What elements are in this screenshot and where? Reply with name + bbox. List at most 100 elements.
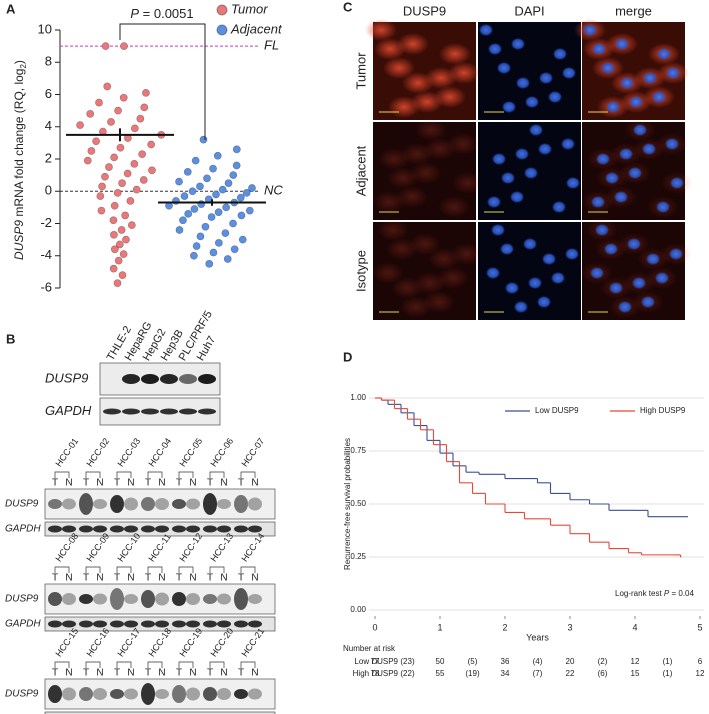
blot-band [248, 497, 262, 511]
nucleus-stain [592, 43, 606, 55]
sample-label: HCC-03 [115, 436, 142, 468]
y-label-part: DUSP9 [12, 220, 26, 260]
lane-bracket [116, 661, 132, 668]
lane-label: N [189, 668, 196, 679]
risk-count: (6) [598, 669, 608, 678]
sample-label: HCC-01 [53, 436, 80, 468]
lane-label: T [83, 668, 89, 679]
blot-band [172, 620, 186, 628]
blot-band [172, 685, 186, 703]
cytoplasm-stain [383, 57, 415, 79]
data-point [201, 222, 210, 231]
nucleus-stain [539, 72, 553, 84]
cytoplasm-stain [438, 196, 470, 218]
lane-bracket [178, 566, 194, 573]
p-value-part: = 0.0051 [139, 6, 194, 21]
lane-bracket [147, 661, 163, 668]
nucleus-stain [500, 243, 514, 255]
risk-count: (23) [400, 657, 415, 666]
data-point [96, 192, 105, 200]
blot-band [110, 525, 124, 533]
data-point [110, 245, 119, 254]
blot-row-label: GAPDH [5, 524, 41, 535]
data-point [175, 177, 183, 186]
nucleus-stain [605, 172, 619, 184]
nucleus-stain [629, 96, 643, 108]
row-header: Adjacent [353, 145, 368, 196]
x-tick-label: 1 [437, 622, 442, 632]
blot-band [203, 620, 217, 628]
x-tick-label: 4 [632, 622, 637, 632]
x-tick-label: 0 [372, 622, 377, 632]
blot-band [141, 620, 155, 628]
y-label-part: ) [12, 60, 26, 64]
blot-band [172, 499, 186, 509]
blot-band [124, 688, 138, 700]
data-point [242, 188, 251, 197]
cytoplasm-stain [447, 133, 479, 155]
blot-band [93, 499, 107, 509]
blot-band [79, 620, 93, 628]
data-point [248, 184, 256, 192]
data-point [196, 232, 205, 241]
nucleus-stain [525, 96, 539, 108]
lane-label: T [83, 573, 89, 584]
data-point [117, 226, 126, 234]
risk-count: (2) [598, 657, 608, 666]
nucleus-stain [552, 201, 566, 213]
lane-label: T [238, 668, 244, 679]
blot-band [110, 588, 124, 610]
lane-bracket [54, 566, 70, 573]
y-tick-label: 10 [38, 21, 52, 36]
blot-band [141, 497, 155, 511]
cytoplasm-stain [437, 267, 469, 289]
annotation-part: Log-rank test [615, 589, 664, 598]
lane-bracket [54, 661, 70, 668]
lane-label: T [207, 668, 213, 679]
nucleus-stain [561, 138, 575, 150]
nucleus-stain [604, 243, 618, 255]
data-point [184, 209, 193, 218]
blot-band [93, 593, 107, 605]
data-point [101, 172, 109, 181]
nucleus-stain [620, 77, 634, 89]
data-point [188, 187, 197, 196]
data-point [229, 171, 238, 180]
nucleus-stain [565, 248, 579, 260]
risk-count: (4) [533, 657, 543, 666]
blot-band [186, 620, 200, 628]
blot-band [155, 525, 169, 533]
nucleus-stain [524, 167, 538, 179]
data-point [127, 221, 136, 230]
data-point [130, 159, 139, 168]
data-point [205, 259, 214, 268]
nucleus-stain [538, 143, 552, 155]
nucleus-stain [515, 148, 529, 160]
column-header: DUSP9 [403, 3, 446, 18]
data-point [180, 192, 189, 200]
lane-label: N [251, 478, 258, 489]
risk-row-name: High DUSP9 [353, 669, 399, 678]
annotation-part: = 0.04 [669, 589, 694, 598]
risk-count: 12 [631, 657, 640, 666]
nucleus-stain [488, 43, 502, 55]
nucleus-stain [510, 191, 524, 203]
data-point [83, 156, 92, 165]
nucleus-stain [642, 143, 656, 155]
lane-bracket [116, 471, 132, 478]
data-point [196, 182, 204, 191]
data-point [76, 121, 84, 130]
panel-label: A [6, 1, 16, 16]
data-point [212, 190, 220, 199]
nucleus-stain [595, 224, 609, 236]
data-point [218, 185, 227, 194]
nucleus-stain [491, 224, 505, 236]
data-point [140, 103, 149, 112]
data-point [110, 230, 118, 239]
data-point [214, 238, 223, 247]
lane-label: T [207, 573, 213, 584]
cytoplasm-stain [448, 62, 480, 84]
risk-count: 50 [436, 657, 445, 666]
y-axis-label: DUSP9 mRNA fold change (RQ, log2) [12, 60, 28, 260]
data-point [109, 216, 118, 225]
